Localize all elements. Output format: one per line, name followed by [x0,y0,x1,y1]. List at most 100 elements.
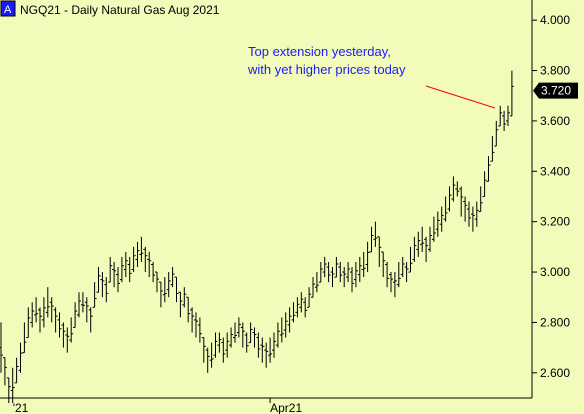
price-bar [318,261,323,283]
price-bar [65,327,70,353]
price-bar [451,176,456,202]
price-bar [350,267,354,293]
price-bar [283,312,288,338]
price-bar [431,216,436,242]
price-bar [291,302,296,323]
price-bar [127,256,132,283]
price-bar [365,241,370,273]
price-bar [509,70,514,117]
price-bar [100,272,105,298]
price-bar [38,307,42,333]
price-bar [80,292,85,313]
time-tick-label: '21 [13,401,29,414]
price-bar [299,292,304,313]
last-price-marker: 3.720 [533,82,578,99]
price-bar [338,261,343,283]
price-bar [443,196,448,222]
price-bar [174,276,179,303]
price-bar [314,272,319,293]
price-bar [268,337,273,363]
price-bar [342,267,347,288]
price-bar [213,332,218,358]
price-bar [404,261,409,283]
price-bar [420,226,425,252]
price-bar [147,251,152,278]
price-bar [201,337,206,363]
price-bar [416,231,421,257]
price-bar [330,267,335,288]
price-bar [10,367,15,398]
price-bar [470,206,475,232]
price-bar [34,297,39,323]
price-bar [494,120,499,147]
price-tick-label: 3.800 [540,64,570,78]
price-bar [498,105,503,127]
price-bar [478,186,483,213]
price-bar [205,347,210,373]
price-bar [155,271,159,293]
price-bar [178,291,183,318]
annotation-line-2: with yet higher prices today [247,62,406,77]
price-bar [0,322,3,373]
price-bar [392,272,397,298]
price-bar [104,277,109,303]
price-bar [424,236,429,262]
price-bar [295,297,300,318]
time-tick-label: Apr21 [270,401,302,414]
price-bar [381,251,386,278]
price-bar [233,322,237,343]
price-bar [400,256,405,278]
price-bar [112,261,117,288]
price-bar [194,312,198,338]
price-bar [41,297,46,328]
price-bar [18,342,23,373]
price-bar [139,236,144,262]
price-bar [170,267,175,288]
price-tick-label: 2.600 [540,366,570,380]
price-bar [311,277,315,298]
price-bar [346,261,351,283]
price-bar [229,327,234,348]
price-bar [373,221,378,247]
price-bar [389,272,393,293]
time-axis: '21 Apr21 [12,398,302,414]
symbol-badge[interactable]: A [4,4,12,16]
price-bar [116,267,120,293]
price-bar [225,332,230,358]
price-bar [412,236,417,262]
price-tick-label: 3.200 [540,215,570,229]
price-bar [84,297,89,323]
price-bar [361,251,366,278]
price-tick-label: 3.400 [540,164,570,178]
price-bar [439,206,444,232]
price-bar [252,327,257,348]
price-bar [240,322,245,348]
price-bar [236,317,241,338]
price-bar [322,256,327,278]
price-bar [209,342,214,368]
price-bar [474,201,479,227]
price-bar [49,297,54,323]
price-bar [221,337,226,363]
price-bar [303,297,308,318]
symbol-badge-box[interactable] [0,0,16,17]
price-bar [275,322,280,348]
price-bar [143,246,148,273]
price-bar [119,256,124,283]
last-price-box [533,82,578,99]
price-bar [463,196,468,222]
price-bar [506,105,510,126]
price-bar [256,332,261,358]
price-bar [151,261,156,283]
price-tick-label: 3.000 [540,265,570,279]
price-bar [166,272,171,298]
last-price-label: 3.720 [541,84,571,98]
price-bar [287,307,292,333]
price-bar [73,302,78,328]
price-bar [435,211,440,237]
price-bar [197,317,202,343]
price-bar [377,236,382,268]
price-bar [459,186,464,217]
